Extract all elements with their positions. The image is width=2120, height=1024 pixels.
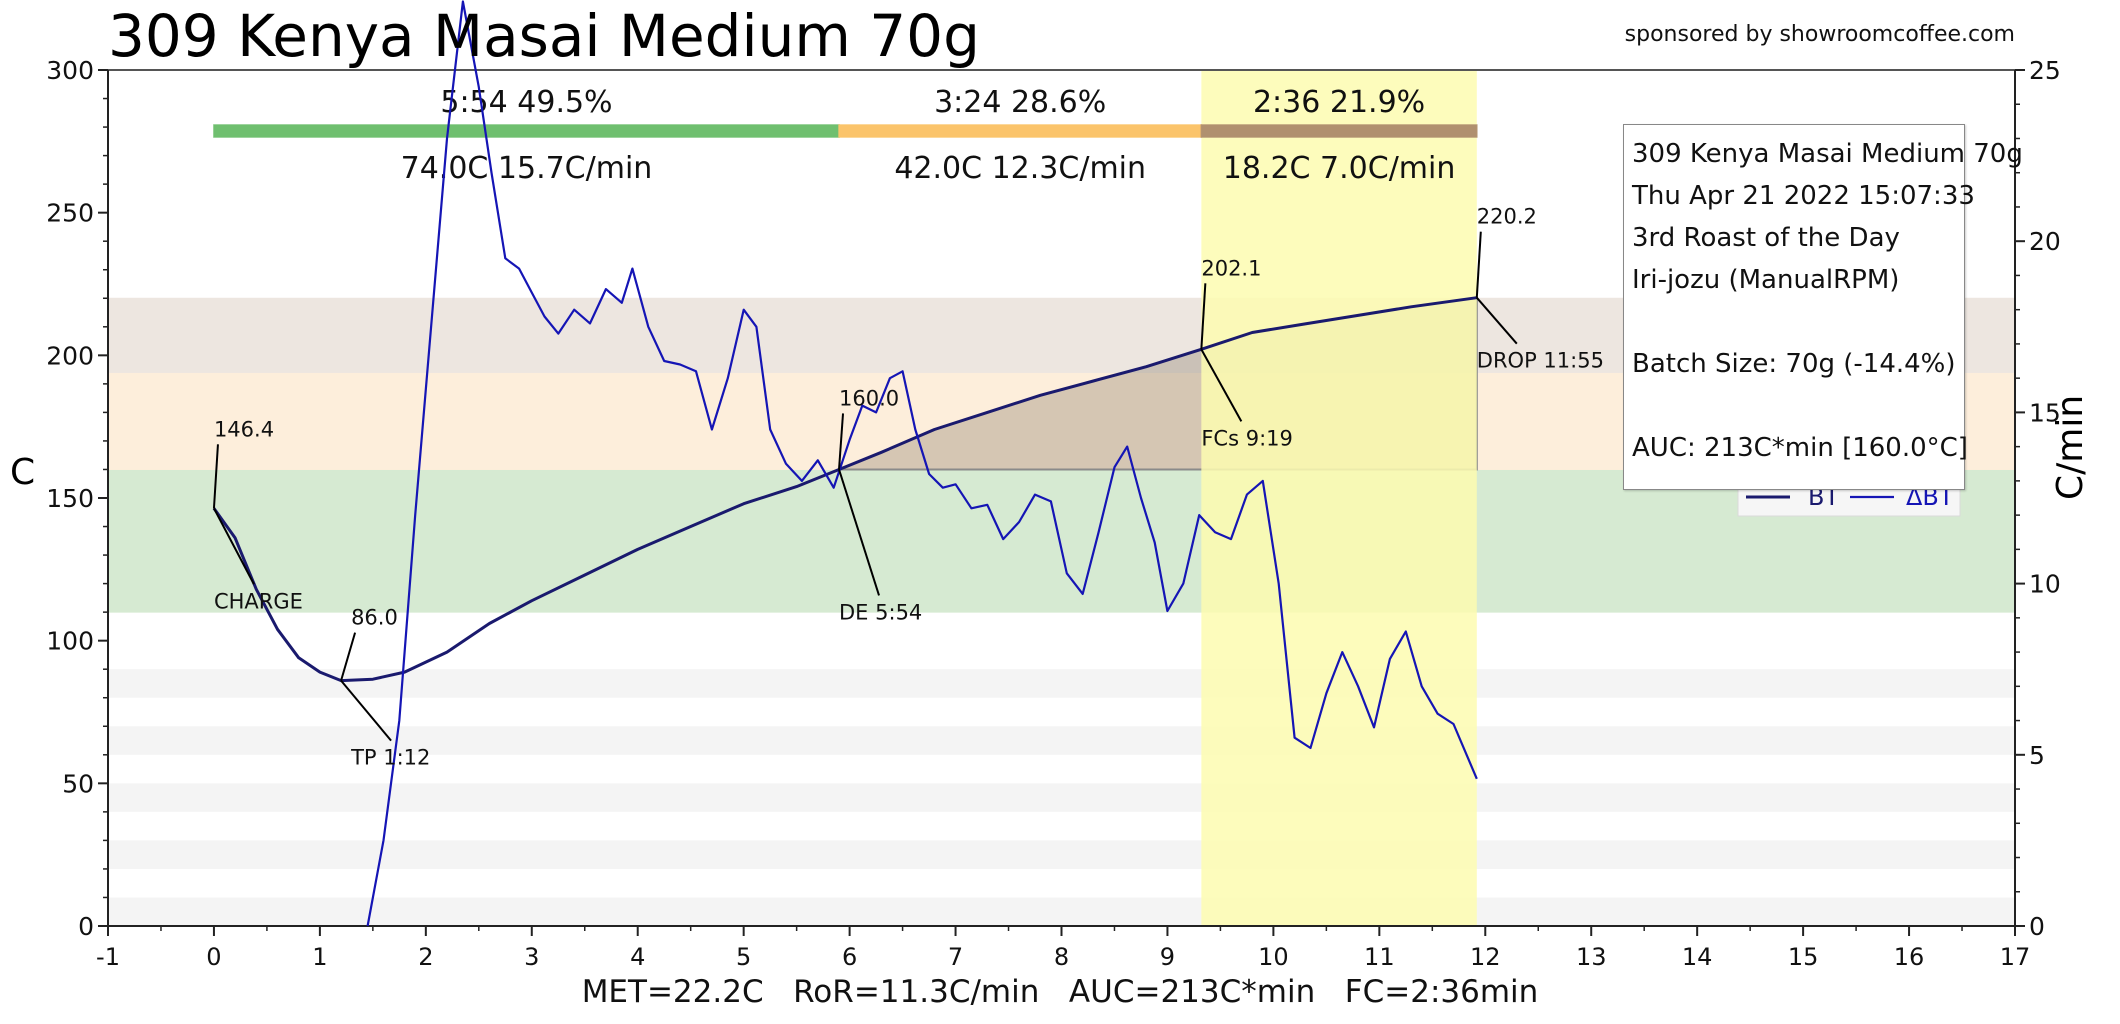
y-tick-label: 150 <box>46 484 94 513</box>
event-leader-line <box>212 444 219 509</box>
roast-stats: MET=22.2C RoR=11.3C/min AUC=213C*min FC=… <box>581 974 1539 1010</box>
phase-time-label: 2:36 21.9% <box>1253 85 1425 120</box>
roast-info-box: 309 Kenya Masai Medium 70g Thu Apr 21 20… <box>1623 124 2023 490</box>
x-tick-label: 15 <box>1788 943 1819 971</box>
x-tick-label: 9 <box>1160 943 1175 971</box>
event-leader-line <box>213 507 255 585</box>
x-tick-label: 16 <box>1894 943 1925 971</box>
event-leader-line <box>838 469 880 596</box>
bt-line <box>212 296 1478 683</box>
phase-temp-label: 74.0C 15.7C/min <box>401 151 653 186</box>
event-leader-line <box>1475 231 1482 298</box>
y-tick-label: 0 <box>78 912 94 941</box>
event-leader-line <box>340 632 357 681</box>
event-leader-line <box>838 413 845 470</box>
grey-stripe <box>108 726 2015 755</box>
phase-temp-label: 18.2C 7.0C/min <box>1223 151 1456 186</box>
x-tick-label: 5 <box>736 943 751 971</box>
event-name-label: CHARGE <box>214 589 303 613</box>
y-tick-label: 200 <box>46 341 94 370</box>
phase-bar-segment <box>213 124 840 138</box>
event-leader-line <box>1200 348 1243 422</box>
phase-time-label: 5:54 49.5% <box>440 85 612 120</box>
info-line-batch: Batch Size: 70g (-14.4%) <box>1632 349 1956 379</box>
sponsor-text: sponsored by showroomcoffee.com <box>1624 22 2015 47</box>
y2-tick-label: 5 <box>2029 741 2045 770</box>
phase-band-drying <box>107 468 2016 613</box>
first-crack-highlight <box>1201 70 1477 926</box>
event-value-label: 202.1 <box>1201 256 1261 280</box>
x-tick-label: 11 <box>1364 943 1395 971</box>
x-tick-label: 14 <box>1682 943 1713 971</box>
info-line-auc: AUC: 213C*min [160.0°C] <box>1632 433 1968 463</box>
grey-stripe <box>108 669 2015 698</box>
phase-bar-segment <box>838 124 1203 138</box>
y2-axis-title: C/min <box>2050 394 2091 500</box>
event-leader-line <box>1476 297 1518 345</box>
y2-tick-label: 15 <box>2029 398 2061 427</box>
x-tick-label: 10 <box>1258 943 1289 971</box>
event-value-label: 160.0 <box>839 386 899 410</box>
x-tick-label: 8 <box>1054 943 1069 971</box>
event-value-label: 86.0 <box>351 606 398 630</box>
x-tick-label: 6 <box>842 943 857 971</box>
y2-tick-label: 25 <box>2029 56 2061 85</box>
event-name-label: FCs 9:19 <box>1201 426 1293 450</box>
phase-time-label: 3:24 28.6% <box>934 85 1106 120</box>
y2-tick-label: 10 <box>2029 570 2061 599</box>
event-value-label: 146.4 <box>214 417 274 441</box>
y2-tick-label: 20 <box>2029 227 2061 256</box>
y-tick-label: 250 <box>46 199 94 228</box>
delta-bt-line <box>366 0 1478 927</box>
event-name-label: DE 5:54 <box>839 600 922 624</box>
x-tick-label: 2 <box>418 943 433 971</box>
event-value-label: 220.2 <box>1477 205 1537 229</box>
grey-stripe <box>108 897 2015 926</box>
phase-temp-label: 42.0C 12.3C/min <box>894 151 1146 186</box>
x-tick-label: 13 <box>1576 943 1607 971</box>
info-line-title: 309 Kenya Masai Medium 70g <box>1632 139 2023 169</box>
info-line-date: Thu Apr 21 2022 15:07:33 <box>1632 181 1975 211</box>
event-name-label: DROP 11:55 <box>1477 349 1604 373</box>
x-tick-label: 0 <box>206 943 221 971</box>
x-tick-label: 12 <box>1470 943 1501 971</box>
x-tick-label: 17 <box>2000 943 2031 971</box>
y-tick-label: 50 <box>62 769 94 798</box>
event-name-label: TP 1:12 <box>350 746 430 770</box>
x-tick-label: 3 <box>524 943 539 971</box>
y2-tick-label: 0 <box>2029 912 2045 941</box>
x-tick-label: 4 <box>630 943 645 971</box>
info-line-machine: Iri-jozu (ManualRPM) <box>1632 265 1900 295</box>
phase-bar-segment <box>1200 124 1478 138</box>
grey-stripe <box>108 840 2015 869</box>
grey-stripe <box>108 783 2015 812</box>
x-tick-label: -1 <box>96 943 120 971</box>
x-tick-label: 1 <box>312 943 327 971</box>
y-tick-label: 100 <box>46 627 94 656</box>
info-line-roast-count: 3rd Roast of the Day <box>1632 223 1900 253</box>
chart-title: 309 Kenya Masai Medium 70g <box>108 2 980 70</box>
event-leader-line <box>340 679 392 742</box>
y-axis-title: C <box>10 452 36 493</box>
x-tick-label: 7 <box>948 943 963 971</box>
event-leader-line <box>1200 283 1207 350</box>
y-tick-label: 300 <box>46 56 94 85</box>
